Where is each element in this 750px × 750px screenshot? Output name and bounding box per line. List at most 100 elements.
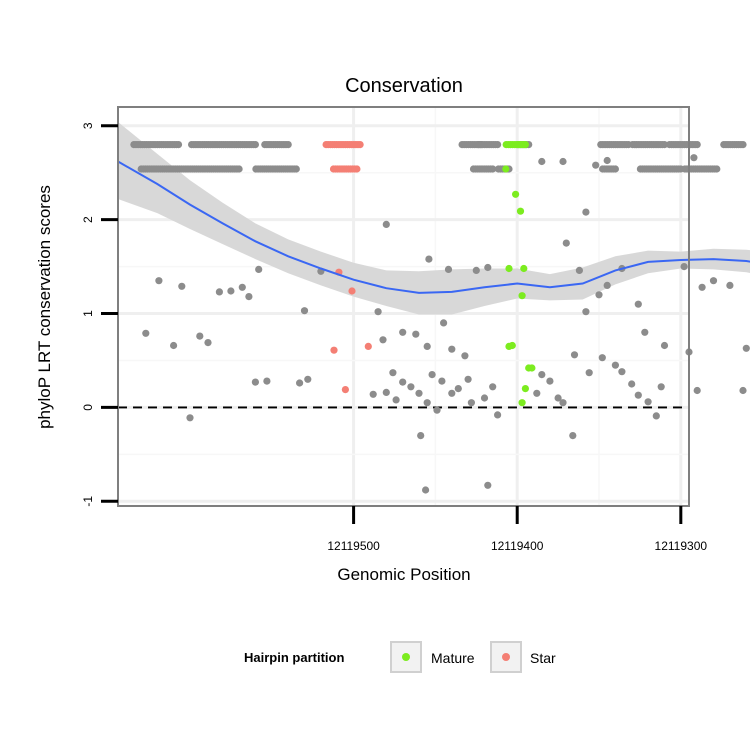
point-star (364, 342, 372, 350)
point-other (494, 411, 502, 419)
point-mature (518, 292, 526, 300)
point-other (448, 389, 456, 397)
point-other (644, 398, 652, 406)
point-other (196, 332, 204, 340)
point-other (489, 383, 497, 391)
point-other (592, 161, 600, 169)
point-other (636, 165, 645, 173)
point-other (742, 344, 750, 352)
point-other (425, 255, 433, 263)
point-other (227, 287, 235, 295)
point-other (569, 432, 577, 440)
point-other (433, 406, 441, 414)
point-other (554, 394, 562, 402)
point-other (392, 396, 400, 404)
point-other (680, 263, 688, 271)
legend-key-star (502, 653, 510, 661)
confidence-ribbon (118, 122, 750, 315)
point-other (382, 388, 390, 396)
point-other (374, 308, 382, 316)
point-other (412, 330, 420, 338)
point-other (263, 377, 271, 385)
point-star (322, 141, 330, 149)
point-other (245, 293, 253, 301)
point-other (472, 266, 480, 274)
point-other (559, 157, 567, 166)
point-other (494, 165, 502, 173)
x-tick-label: 12119500 (327, 539, 380, 553)
y-tick-label: 3 (81, 122, 95, 129)
point-other (538, 157, 546, 166)
point-other (415, 389, 423, 397)
point-mature (528, 364, 536, 372)
point-other (597, 141, 605, 149)
y-tick-label: 1 (81, 310, 95, 317)
point-other (582, 308, 590, 316)
point-mature (502, 141, 510, 149)
chart-title: Conservation (345, 75, 463, 97)
point-other (599, 165, 607, 173)
legend-label-star: Star (530, 650, 556, 666)
point-mature (516, 207, 525, 215)
point-other (484, 263, 492, 272)
point-mature (521, 385, 530, 393)
point-other (379, 336, 387, 344)
point-other (739, 386, 747, 395)
point-other (186, 414, 194, 422)
point-other (389, 369, 397, 377)
point-other (155, 277, 163, 285)
point-other (652, 412, 660, 420)
point-other (575, 266, 584, 274)
point-other (559, 399, 567, 407)
point-other (641, 328, 649, 336)
point-other (382, 220, 390, 228)
point-other (304, 375, 312, 383)
point-other (598, 354, 606, 362)
point-other (238, 283, 246, 291)
legend-title: Hairpin partition (244, 650, 344, 665)
point-other (458, 141, 466, 149)
point-other (464, 375, 472, 383)
point-other (538, 371, 546, 379)
legend-label-mature: Mature (431, 650, 475, 666)
point-other (438, 377, 446, 385)
point-other (422, 486, 430, 494)
point-other (261, 141, 269, 149)
point-other (296, 379, 304, 387)
x-tick-label: 12119400 (491, 539, 544, 553)
point-other (582, 208, 590, 216)
point-other (480, 394, 489, 402)
plot-panel-border (117, 106, 690, 507)
point-other (448, 345, 456, 353)
point-other (454, 385, 462, 393)
point-other (665, 141, 674, 149)
point-other (142, 329, 150, 337)
point-other (255, 265, 263, 273)
y-tick-label: -1 (81, 496, 95, 507)
point-other (461, 352, 469, 360)
point-other (603, 156, 611, 165)
legend: Hairpin partition Mature Star (244, 641, 556, 673)
point-other (657, 383, 665, 391)
x-axis: 12119500 12119400 12119300 (327, 506, 707, 553)
point-mature (505, 264, 513, 273)
points-layer (130, 141, 750, 494)
point-star (329, 165, 338, 173)
point-other (399, 378, 407, 386)
x-axis-title: Genomic Position (337, 565, 470, 584)
point-other (444, 265, 453, 273)
point-other (546, 377, 554, 385)
point-other (618, 368, 626, 376)
point-other (170, 341, 178, 350)
point-other (423, 399, 431, 407)
point-other (585, 369, 593, 377)
x-tick-label: 12119300 (655, 539, 708, 553)
point-other (628, 380, 636, 388)
point-other (130, 141, 138, 149)
point-other (178, 282, 186, 290)
point-other (251, 378, 259, 386)
point-other (484, 481, 492, 489)
point-other (188, 141, 196, 149)
point-other (252, 165, 260, 173)
